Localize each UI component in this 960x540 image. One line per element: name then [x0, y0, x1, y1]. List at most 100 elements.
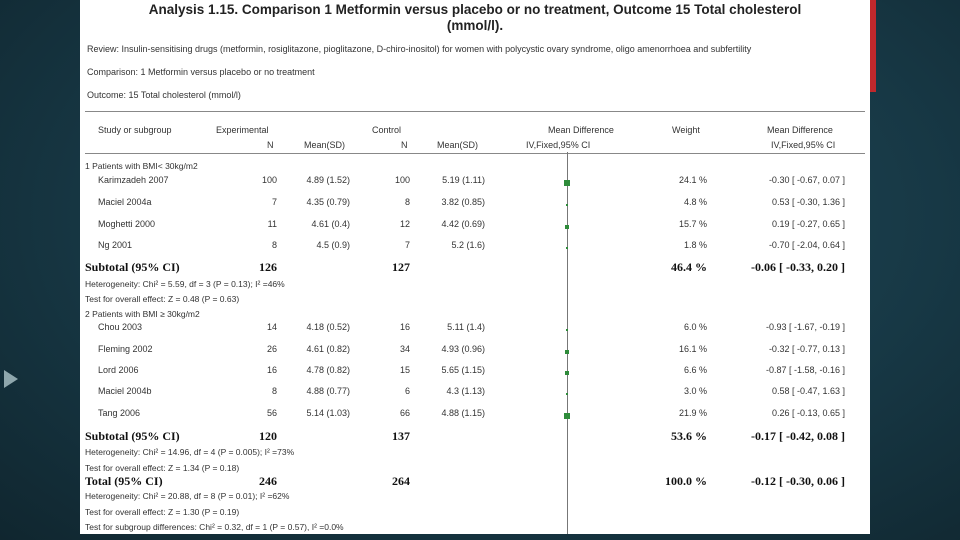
study-name: Maciel 2004a — [98, 197, 152, 207]
table-row: Maciel 2004b 8 4.88 (0.77) 6 4.3 (1.13) 3.0 %… — [80, 386, 870, 402]
subtotal-label: Total (95% CI) — [85, 474, 163, 488]
mean-ctl: 5.11 (1.4) — [447, 322, 485, 332]
subgroup-label: 2 Patients with BMI ≥ 30kg/m2 — [85, 309, 200, 319]
title-line-2: (mmol/l). — [446, 18, 504, 33]
mean-exp: 4.61 (0.4) — [311, 219, 350, 229]
study-name: Ng 2001 — [98, 240, 133, 250]
header-md-method: IV,Fixed,95% CI — [526, 140, 591, 150]
effect-marker — [565, 328, 569, 332]
n-ctl: 16 — [399, 322, 410, 332]
effect-marker — [564, 224, 570, 230]
n-exp: 11 — [267, 219, 277, 229]
ci: -0.32 [ -0.77, 0.13 ] — [768, 344, 845, 354]
heterogeneity-text: Heterogeneity: Chi² = 20.88, df = 8 (P =… — [85, 491, 290, 501]
outcome-line: Outcome: 15 Total cholesterol (mmol/l) — [87, 90, 241, 100]
n-ctl: 15 — [399, 365, 410, 375]
header-md2: Mean Difference — [767, 125, 833, 135]
ci: 0.58 [ -0.47, 1.63 ] — [771, 386, 845, 396]
n-exp: 8 — [271, 240, 277, 250]
table-row: Chou 2003 14 4.18 (0.52) 16 5.11 (1.4) 6.0 % -… — [80, 322, 870, 338]
subgroup-difference-text: Test for subgroup differences: Chi² = 0.… — [85, 522, 344, 532]
mean-ctl: 3.82 (0.85) — [441, 197, 485, 207]
table-row: Lord 2006 16 4.78 (0.82) 15 5.65 (1.15) 6.6 %… — [80, 365, 870, 381]
n-ctl: 66 — [399, 408, 410, 418]
ci: -0.30 [ -0.67, 0.07 ] — [768, 175, 845, 185]
mean-exp: 4.78 (0.82) — [306, 365, 350, 375]
heterogeneity-text: Heterogeneity: Chi² = 14.96, df = 4 (P =… — [85, 447, 295, 457]
effect-marker — [564, 180, 570, 186]
subtotal-n-exp: 126 — [259, 260, 277, 274]
subtotal-ci: -0.17 [ -0.42, 0.08 ] — [751, 429, 845, 443]
subtotal-label: Subtotal (95% CI) — [85, 429, 180, 443]
n-ctl: 6 — [404, 386, 410, 396]
subtotal-ci: -0.06 [ -0.33, 0.20 ] — [751, 260, 845, 274]
header-control: Control — [372, 125, 402, 135]
ci: -0.93 [ -1.67, -0.19 ] — [765, 322, 845, 332]
weight: 16.1 % — [678, 344, 707, 354]
header-top-rule — [85, 111, 865, 112]
study-name: Tang 2006 — [98, 408, 141, 418]
overall-effect-text: Test for overall effect: Z = 1.30 (P = 0… — [85, 507, 240, 517]
subtotal-n-ctl: 127 — [392, 260, 410, 274]
subtotal-row: Total (95% CI) 246 264 100.0 % -0.12 [ -0.30… — [80, 474, 870, 490]
weight: 15.7 % — [678, 219, 707, 229]
header-n-exp: N — [267, 140, 274, 150]
n-ctl: 8 — [404, 197, 410, 207]
study-name: Maciel 2004b — [98, 386, 152, 396]
mean-ctl: 4.3 (1.13) — [446, 386, 485, 396]
weight: 1.8 % — [683, 240, 707, 250]
subtotal-label: Subtotal (95% CI) — [85, 260, 180, 274]
n-exp: 16 — [266, 365, 277, 375]
study-name: Chou 2003 — [98, 322, 143, 332]
mean-exp: 4.18 (0.52) — [306, 322, 350, 332]
subtotal-row: Subtotal (95% CI) 120 137 53.6 % -0.17 [ -0.… — [80, 429, 870, 445]
n-ctl: 34 — [399, 344, 410, 354]
effect-marker — [566, 247, 568, 249]
subtotal-weight: 53.6 % — [671, 429, 707, 443]
header-study: Study or subgroup — [98, 125, 172, 135]
overall-effect-text: Test for overall effect: Z = 0.48 (P = 0… — [85, 294, 240, 304]
header-md2-method: IV,Fixed,95% CI — [771, 140, 836, 150]
header-mean-ctl: Mean(SD) — [437, 140, 479, 150]
title-line-1: Analysis 1.15. Comparison 1 Metformin ve… — [148, 2, 802, 17]
header-weight: Weight — [672, 125, 700, 135]
effect-marker — [565, 203, 569, 207]
header-n-ctl: N — [401, 140, 408, 150]
n-exp: 56 — [266, 408, 277, 418]
weight: 3.0 % — [683, 386, 707, 396]
comparison-line: Comparison: 1 Metformin versus placebo o… — [87, 67, 315, 77]
header-experimental: Experimental — [216, 125, 269, 135]
mean-ctl: 4.42 (0.69) — [441, 219, 485, 229]
heterogeneity-text: Heterogeneity: Chi² = 5.59, df = 3 (P = … — [85, 279, 285, 289]
effect-marker — [564, 413, 570, 419]
effect-marker — [564, 349, 570, 355]
accent-bar — [870, 0, 876, 92]
table-row: Fleming 2002 26 4.61 (0.82) 34 4.93 (0.96) 16… — [80, 344, 870, 360]
header-md: Mean Difference — [548, 125, 614, 135]
header-bottom-rule — [85, 153, 865, 154]
mean-ctl: 5.2 (1.6) — [451, 240, 485, 250]
arrow-bullet-icon — [4, 370, 18, 388]
weight: 24.1 % — [678, 175, 707, 185]
effect-marker — [565, 392, 569, 396]
ci: 0.19 [ -0.27, 0.65 ] — [771, 219, 845, 229]
study-name: Moghetti 2000 — [98, 219, 156, 229]
study-name: Karimzadeh 2007 — [98, 175, 169, 185]
n-exp: 8 — [271, 386, 277, 396]
no-effect-line — [567, 152, 568, 534]
mean-ctl: 5.19 (1.11) — [442, 175, 485, 185]
subtotal-n-exp: 246 — [259, 474, 277, 488]
study-name: Lord 2006 — [98, 365, 139, 375]
subgroup-label: 1 Patients with BMI< 30kg/m2 — [85, 161, 198, 171]
subtotal-n-exp: 120 — [259, 429, 277, 443]
ci: 0.53 [ -0.30, 1.36 ] — [771, 197, 845, 207]
subtotal-n-ctl: 264 — [392, 474, 410, 488]
mean-ctl: 5.65 (1.15) — [441, 365, 485, 375]
subtotal-row: Subtotal (95% CI) 126 127 46.4 % -0.06 [ -0.… — [80, 260, 870, 276]
table-row: Karimzadeh 2007 100 4.89 (1.52) 100 5.19 (1.… — [80, 175, 870, 191]
n-ctl: 12 — [399, 219, 410, 229]
table-row: Moghetti 2000 11 4.61 (0.4) 12 4.42 (0.69) 15… — [80, 219, 870, 235]
weight: 21.9 % — [678, 408, 707, 418]
table-row: Maciel 2004a 7 4.35 (0.79) 8 3.82 (0.85) 4.8 … — [80, 197, 870, 213]
mean-exp: 4.89 (1.52) — [306, 175, 350, 185]
